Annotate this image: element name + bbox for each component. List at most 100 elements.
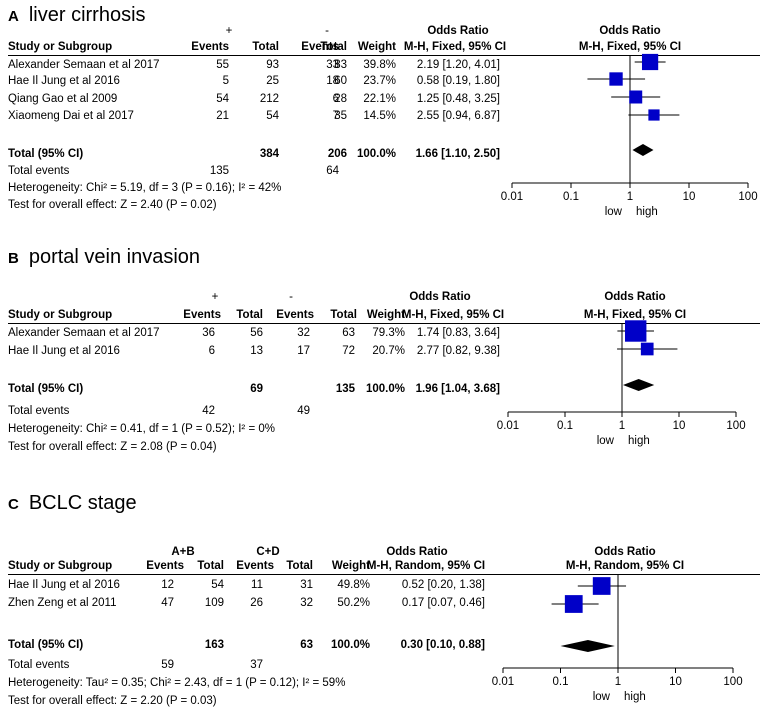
total1-value: 212 bbox=[259, 93, 279, 105]
events2-total: 49 bbox=[297, 405, 310, 417]
study-marker bbox=[641, 53, 659, 71]
study-marker bbox=[609, 72, 623, 86]
events2-total: 37 bbox=[250, 659, 263, 671]
overall-effect-text: Test for overall effect: Z = 2.20 (P = 0… bbox=[8, 695, 217, 707]
total1-value: 54 bbox=[266, 110, 279, 122]
total-label: Total (95% CI) bbox=[8, 639, 84, 651]
events1-value: 21 bbox=[216, 110, 229, 122]
total2-value: 83 bbox=[334, 59, 347, 71]
or-ci-value: 1.74 [0.83, 3.64] bbox=[416, 327, 500, 339]
pooled-diamond bbox=[560, 640, 615, 652]
x-tick-label: 0.01 bbox=[492, 676, 514, 688]
weight-value: 100.0% bbox=[330, 639, 370, 651]
weight-value: 22.1% bbox=[363, 93, 396, 105]
total-events-label: Total events bbox=[8, 405, 70, 417]
panel-title-text: portal vein invasion bbox=[28, 246, 201, 268]
heterogeneity-text: Heterogeneity: Chi² = 5.19, df = 3 (P = … bbox=[8, 182, 282, 194]
study-name: Alexander Semaan et al 2017 bbox=[8, 59, 160, 71]
total2-value: 135 bbox=[335, 383, 355, 395]
events1-value: 54 bbox=[216, 93, 229, 105]
x-tick-label: 10 bbox=[669, 676, 682, 688]
or-header-top: Odds Ratio bbox=[427, 25, 489, 37]
events1-value: 12 bbox=[161, 579, 174, 591]
col-or-plot: M-H, Fixed, 95% CI bbox=[578, 41, 682, 53]
panel-letter: B bbox=[8, 250, 19, 267]
group1-label: A+B bbox=[171, 546, 195, 558]
x-tick-label: 0.1 bbox=[553, 676, 569, 688]
total2-value: 63 bbox=[300, 639, 313, 651]
events1-value: 5 bbox=[222, 75, 229, 87]
col-or: M-H, Fixed, 95% CI bbox=[403, 41, 507, 53]
col-events2: Events bbox=[236, 560, 274, 572]
x-tick-label: 0.01 bbox=[497, 420, 519, 432]
or-plot-header-top: Odds Ratio bbox=[594, 546, 656, 558]
x-tick-label: 0.1 bbox=[563, 191, 579, 203]
col-study: Study or Subgroup bbox=[8, 309, 113, 321]
study-name: Hae Il Jung et al 2016 bbox=[8, 75, 120, 87]
col-weight: Weight bbox=[366, 309, 405, 321]
weight-value: 23.7% bbox=[363, 75, 396, 87]
col-events2: Events bbox=[276, 309, 314, 321]
col-or-plot: M-H, Random, 95% CI bbox=[565, 560, 685, 572]
events1-value: 6 bbox=[208, 345, 215, 357]
or-ci-value: 1.96 [1.04, 3.68] bbox=[415, 383, 500, 395]
study-name: Zhen Zeng et al 2011 bbox=[8, 597, 117, 609]
study-name: Hae Il Jung et al 2016 bbox=[8, 345, 120, 357]
x-tick-label: 1 bbox=[619, 420, 625, 432]
study-marker bbox=[564, 595, 583, 613]
study-name: Xiaomeng Dai et al 2017 bbox=[8, 110, 134, 122]
total-label: Total (95% CI) bbox=[8, 383, 84, 395]
events2-value: 33 bbox=[326, 59, 339, 71]
x-tick-label: 1 bbox=[615, 676, 621, 688]
col-weight: Weight bbox=[357, 41, 396, 53]
or-header-top: Odds Ratio bbox=[386, 546, 448, 558]
or-ci-value: 0.30 [0.10, 0.88] bbox=[400, 639, 485, 651]
x-tick-label: 0.1 bbox=[557, 420, 573, 432]
events1-value: 55 bbox=[216, 59, 229, 71]
forest-plot: 0.01 0.1 1 10 100 low high bbox=[492, 574, 743, 703]
events1-value: 47 bbox=[161, 597, 174, 609]
favours-low-label: low bbox=[605, 206, 623, 218]
or-ci-value: 1.25 [0.48, 3.25] bbox=[416, 93, 500, 105]
total1-value: 109 bbox=[204, 597, 224, 609]
x-tick-label: 10 bbox=[673, 420, 686, 432]
total1-value: 56 bbox=[250, 327, 263, 339]
or-ci-value: 0.52 [0.20, 1.38] bbox=[401, 579, 485, 591]
events1-total: 59 bbox=[161, 659, 174, 671]
panel-letter: A bbox=[8, 8, 19, 25]
total1-value: 13 bbox=[250, 345, 263, 357]
study-name: Alexander Semaan et al 2017 bbox=[8, 327, 160, 339]
events2-value: 6 bbox=[332, 93, 339, 105]
total2-value: 31 bbox=[300, 579, 313, 591]
total2-value: 28 bbox=[334, 93, 347, 105]
weight-value: 100.0% bbox=[356, 148, 396, 160]
weight-value: 20.7% bbox=[372, 345, 405, 357]
forest-plot: 0.01 0.1 1 10 100 low high bbox=[497, 320, 746, 447]
weight-value: 39.8% bbox=[363, 59, 396, 71]
weight-value: 100.0% bbox=[365, 383, 405, 395]
col-or-plot: M-H, Fixed, 95% CI bbox=[583, 309, 687, 321]
col-events1: Events bbox=[191, 41, 229, 53]
events2-value: 18 bbox=[326, 75, 339, 87]
col-total2: Total bbox=[286, 560, 313, 572]
weight-value: 49.8% bbox=[337, 579, 370, 591]
events2-value: 11 bbox=[251, 579, 263, 591]
events1-value: 36 bbox=[202, 327, 215, 339]
or-plot-header-top: Odds Ratio bbox=[599, 25, 661, 37]
header-rule bbox=[8, 323, 760, 324]
weight-value: 14.5% bbox=[363, 110, 396, 122]
col-study: Study or Subgroup bbox=[8, 41, 113, 53]
study-marker bbox=[625, 320, 647, 342]
total2-value: 206 bbox=[327, 148, 347, 160]
group1-label: + bbox=[225, 25, 233, 37]
pooled-diamond bbox=[622, 379, 655, 391]
col-total2: Total bbox=[330, 309, 357, 321]
total2-value: 32 bbox=[300, 597, 313, 609]
col-total1: Total bbox=[252, 41, 279, 53]
group1-label: + bbox=[211, 291, 219, 303]
total2-value: 60 bbox=[334, 75, 347, 87]
total1-value: 25 bbox=[266, 75, 279, 87]
events2-total: 64 bbox=[326, 165, 339, 177]
